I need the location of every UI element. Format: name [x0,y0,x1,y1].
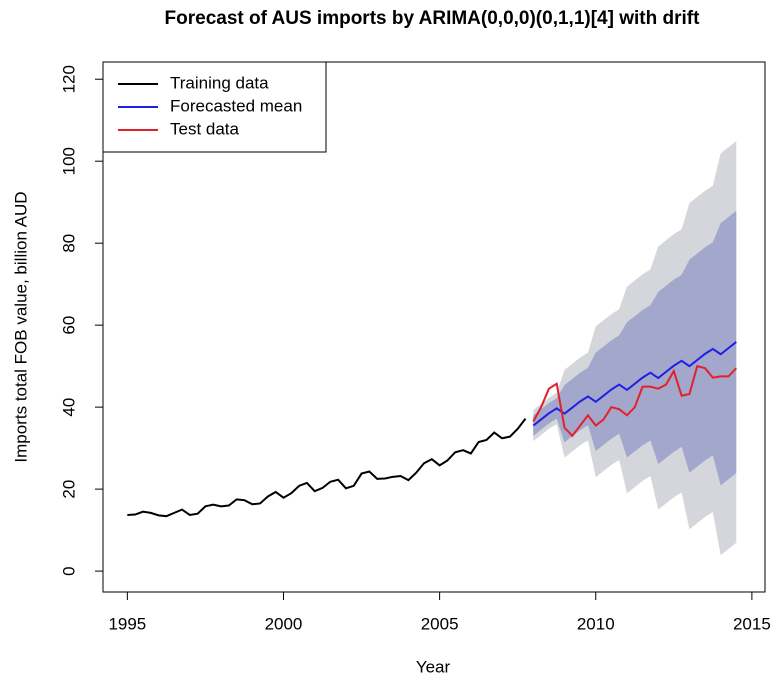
y-tick-label: 80 [59,234,78,253]
series-line [532,364,737,438]
x-tick-label: 2015 [733,614,771,633]
y-tick-label: 40 [59,398,78,417]
chart-title: Forecast of AUS imports by ARIMA(0,0,0)(… [165,8,701,29]
series-line [127,418,527,518]
legend-label: Training data [170,73,269,92]
series-line [532,341,737,427]
x-axis-label: Year [416,657,451,676]
x-tick-label: 1995 [108,614,146,633]
y-tick-label: 20 [59,480,78,499]
x-tick-label: 2000 [265,614,303,633]
y-tick-label: 60 [59,316,78,335]
y-axis-label: Imports total FOB value, billion AUD [11,191,30,462]
prediction-band [533,210,737,486]
x-tick-label: 2005 [421,614,459,633]
legend-label: Test data [170,119,240,138]
legend-label: Forecasted mean [170,96,302,115]
y-tick-label: 120 [59,65,78,93]
y-tick-label: 0 [59,566,78,575]
y-tick-label: 100 [59,147,78,175]
x-tick-label: 2010 [577,614,615,633]
